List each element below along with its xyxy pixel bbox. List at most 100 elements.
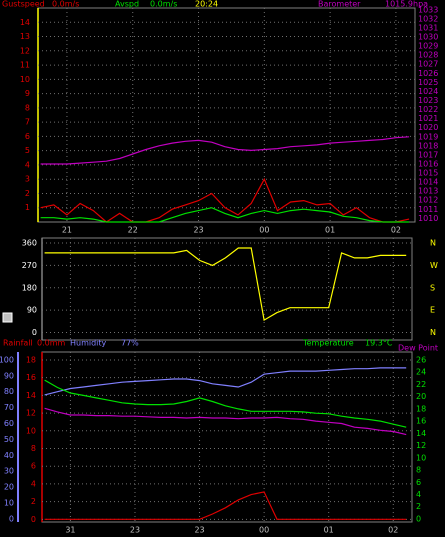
y2-tick-label: 4 (416, 490, 421, 499)
y3-tick-label: 50 (4, 435, 14, 444)
x-tick-label: 31 (65, 526, 75, 535)
y-tick-label: 14 (26, 391, 36, 400)
y2-tick-label: 1015 (418, 169, 438, 178)
y2-tick-label: 1033 (418, 5, 438, 14)
y-tick-label: 12 (26, 409, 36, 418)
y3-tick-label: 0 (9, 514, 14, 523)
x-tick-label: 00 (259, 226, 269, 235)
series-line (40, 177, 410, 223)
series-line (44, 379, 407, 428)
y3-tick-label: 60 (4, 419, 14, 428)
current-time: 20:24 (195, 0, 218, 9)
y-tick-label: 8 (25, 103, 30, 112)
x-tick-label: 02 (391, 226, 401, 235)
y-tick-label: 2 (25, 189, 30, 198)
y-tick-label: 2 (31, 497, 36, 506)
y-tick-label: 5 (25, 146, 30, 155)
y2-tick-label: S (430, 283, 435, 292)
y2-tick-label: 10 (416, 453, 426, 462)
y2-tick-label: 1023 (418, 96, 438, 105)
x-tick-label: 23 (194, 526, 204, 535)
x-tick-label: 22 (128, 226, 138, 235)
legend-label: Barometer (318, 0, 361, 9)
y2-tick-label: 1014 (418, 178, 438, 187)
y-tick-label: 8 (31, 444, 36, 453)
y-tick-label: 180 (22, 283, 37, 292)
y2-tick-label: 24 (416, 368, 426, 377)
x-tick-label: 21 (62, 226, 72, 235)
y-tick-label: 0 (32, 328, 37, 337)
y-tick-label: 6 (31, 462, 36, 471)
y2-tick-label: 1022 (418, 105, 438, 114)
y-tick-label: 18 (26, 355, 36, 364)
y-tick-label: 7 (25, 118, 30, 127)
y2-tick-label: 1010 (418, 214, 438, 223)
legend-label: Temperature (302, 339, 354, 348)
y2-tick-label: 26 (416, 355, 426, 364)
y2-tick-label: N (430, 328, 436, 337)
y2-tick-label: 1019 (418, 132, 438, 141)
legend-label: Gustspeed (2, 0, 45, 9)
x-tick-label: 01 (324, 526, 334, 535)
y3-tick-label: 100 (0, 355, 14, 364)
y2-tick-label: N (430, 238, 436, 247)
y2-tick-label: 2 (416, 502, 421, 511)
current-reading: 0.0m/s (52, 0, 79, 9)
y2-tick-label: E (430, 306, 435, 315)
y-tick-label: 16 (26, 373, 36, 382)
y2-tick-label: 8 (416, 466, 421, 475)
legend-label: Dew Point (398, 344, 438, 353)
y2-tick-label: 1021 (418, 114, 438, 123)
y2-tick-label: 18 (416, 404, 426, 413)
legend-label: Avspd (115, 0, 139, 9)
y2-tick-label: 20 (416, 392, 426, 401)
y2-tick-label: W (430, 261, 438, 270)
x-tick-label: 01 (325, 226, 335, 235)
y2-tick-label: 1026 (418, 69, 438, 78)
y2-tick-label: 1025 (418, 78, 438, 87)
series-line (40, 136, 410, 165)
y2-tick-label: 1012 (418, 196, 438, 205)
y3-tick-label: 20 (4, 483, 14, 492)
y-tick-label: 1 (25, 203, 30, 212)
y-tick-label: 90 (27, 306, 37, 315)
y2-tick-label: 1024 (418, 87, 438, 96)
y3-tick-label: 40 (4, 451, 14, 460)
y-tick-label: 14 (20, 18, 30, 27)
current-reading: 0.0mm (37, 339, 66, 348)
y-tick-label: 3 (25, 175, 30, 184)
x-tick-label: 02 (388, 526, 398, 535)
y-tick-label: 11 (20, 61, 30, 70)
series-line (44, 367, 407, 396)
y2-tick-label: 1029 (418, 42, 438, 51)
y2-tick-label: 16 (416, 417, 426, 426)
x-tick-label: 00 (259, 526, 269, 535)
y-tick-label: 10 (26, 426, 36, 435)
y-tick-label: 6 (25, 132, 30, 141)
y-tick-label: 9 (25, 89, 30, 98)
x-tick-label: 23 (193, 226, 203, 235)
series-line (44, 247, 407, 322)
y3-tick-label: 80 (4, 387, 14, 396)
y2-tick-label: 1032 (418, 14, 438, 23)
y2-tick-label: 1027 (418, 60, 438, 69)
panel-button[interactable] (2, 312, 13, 323)
y2-tick-label: 1030 (418, 33, 438, 42)
current-reading: 1015.9hpa (385, 0, 428, 9)
y-tick-label: 4 (25, 160, 30, 169)
y2-tick-label: 1018 (418, 141, 438, 150)
y-tick-label: 360 (22, 238, 37, 247)
y2-tick-label: 1017 (418, 150, 438, 159)
series-line (44, 407, 407, 436)
y3-tick-label: 10 (4, 498, 14, 507)
series-line (44, 491, 407, 520)
legend-label: Humidity (70, 339, 107, 348)
y-tick-label: 270 (22, 261, 37, 270)
y2-tick-label: 22 (416, 380, 426, 389)
y2-tick-label: 1020 (418, 123, 438, 132)
y2-tick-label: 1013 (418, 187, 438, 196)
y3-tick-label: 70 (4, 403, 14, 412)
y2-tick-label: 1028 (418, 51, 438, 60)
